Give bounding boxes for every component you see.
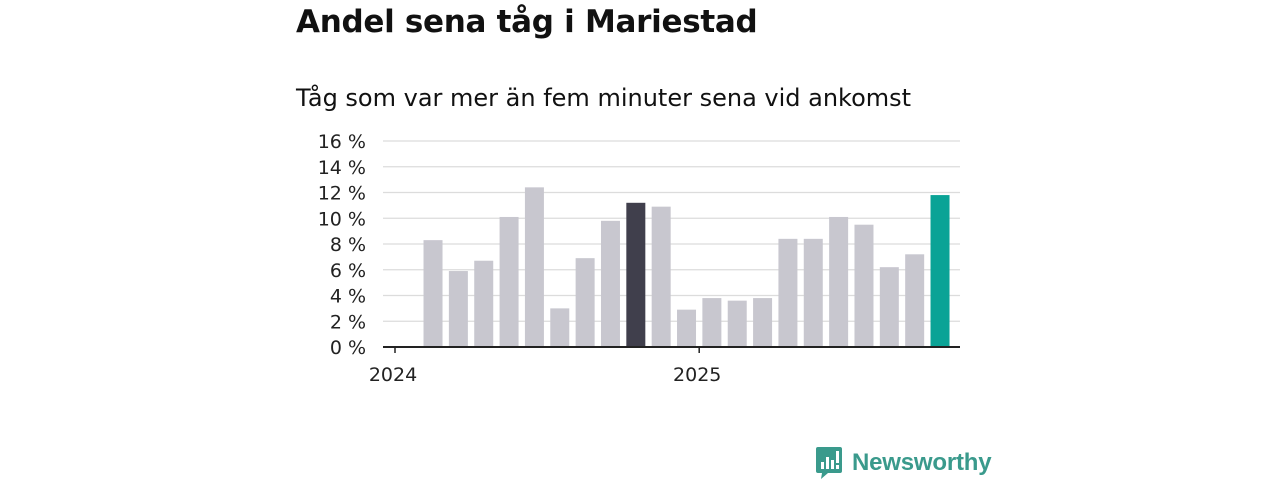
bar-chart: 0 % 2 % 4 % 6 % 8 % 10 % 12 % 14 % 16 % 2024 2025	[318, 131, 960, 386]
bar-2024-10	[626, 202, 646, 347]
chart-title: Andel sena tåg i Mariestad	[296, 4, 758, 40]
bar-2024-08	[575, 258, 595, 347]
y-tick-label: 2 %	[330, 311, 366, 333]
bar-2024-11	[651, 206, 671, 347]
x-tick-label: 2024	[369, 364, 417, 386]
y-tick-label: 10 %	[318, 208, 366, 230]
y-tick-label: 4 %	[330, 286, 366, 308]
bar-2024-07	[550, 308, 570, 347]
bars	[423, 187, 950, 347]
brand-logo: Newsworthy	[814, 446, 992, 480]
bar-2025-02	[727, 300, 747, 347]
y-tick-label: 16 %	[318, 131, 366, 153]
bar-2025-01	[702, 298, 722, 347]
y-tick-label: 6 %	[330, 260, 366, 282]
brand-name: Newsworthy	[852, 449, 992, 476]
bar-2025-05	[803, 238, 823, 347]
bar-2025-10	[930, 195, 950, 347]
bar-2024-12	[677, 309, 697, 347]
bar-2024-06	[524, 187, 544, 347]
bar-2024-09	[600, 220, 620, 347]
x-tick-label: 2025	[673, 364, 721, 386]
x-axis: 2024 2025	[369, 346, 960, 386]
chart-subtitle: Tåg som var mer än fem minuter sena vid …	[296, 84, 912, 112]
bar-2025-09	[905, 254, 925, 347]
newsworthy-logo-icon	[816, 447, 842, 479]
bar-2024-04	[474, 260, 494, 347]
y-tick-label: 0 %	[330, 337, 366, 359]
y-tick-label: 12 %	[318, 183, 366, 205]
bar-2025-03	[753, 298, 773, 347]
bar-2024-02	[423, 240, 443, 347]
bar-2025-04	[778, 238, 798, 347]
y-axis-tick-labels: 0 % 2 % 4 % 6 % 8 % 10 % 12 % 14 % 16 %	[318, 131, 366, 359]
bar-2025-06	[829, 216, 849, 347]
bar-2024-03	[448, 271, 468, 347]
bar-2025-08	[879, 267, 899, 347]
bar-2024-05	[499, 216, 519, 347]
y-tick-label: 14 %	[318, 157, 366, 179]
y-tick-label: 8 %	[330, 234, 366, 256]
bar-2025-07	[854, 224, 874, 347]
